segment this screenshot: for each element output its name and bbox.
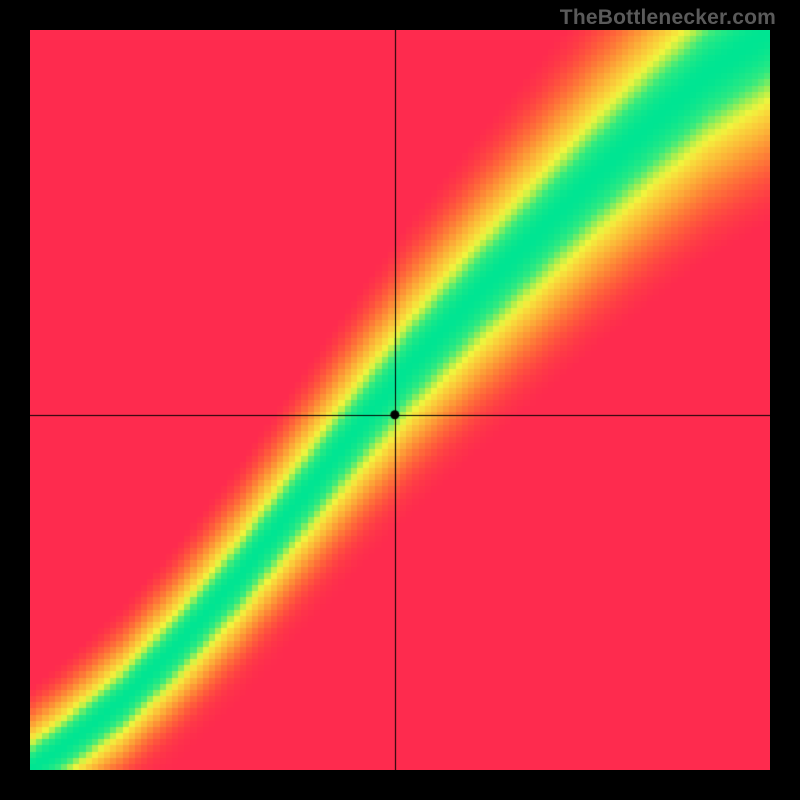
crosshair-overlay <box>30 30 770 770</box>
watermark-text: TheBottlenecker.com <box>560 6 776 30</box>
chart-container: { "watermark": { "text": "TheBottlenecke… <box>0 0 800 800</box>
